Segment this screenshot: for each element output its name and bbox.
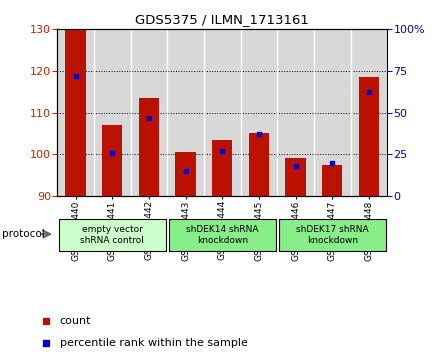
FancyBboxPatch shape [169,219,276,251]
Bar [66,29,86,196]
FancyBboxPatch shape [279,219,386,251]
Bar [359,77,379,196]
Text: protocol: protocol [2,229,45,239]
Bar [212,140,232,196]
Text: empty vector
shRNA control: empty vector shRNA control [80,225,144,245]
Text: percentile rank within the sample: percentile rank within the sample [60,338,248,347]
Text: count: count [60,316,92,326]
Bar [102,125,122,196]
Title: GDS5375 / ILMN_1713161: GDS5375 / ILMN_1713161 [135,13,309,26]
Bar [139,98,159,196]
FancyBboxPatch shape [59,219,166,251]
Bar [249,133,269,196]
Bar [176,152,196,196]
Text: shDEK17 shRNA
knockdown: shDEK17 shRNA knockdown [296,225,369,245]
Bar [322,165,342,196]
Bar [286,158,306,196]
Text: shDEK14 shRNA
knockdown: shDEK14 shRNA knockdown [186,225,258,245]
